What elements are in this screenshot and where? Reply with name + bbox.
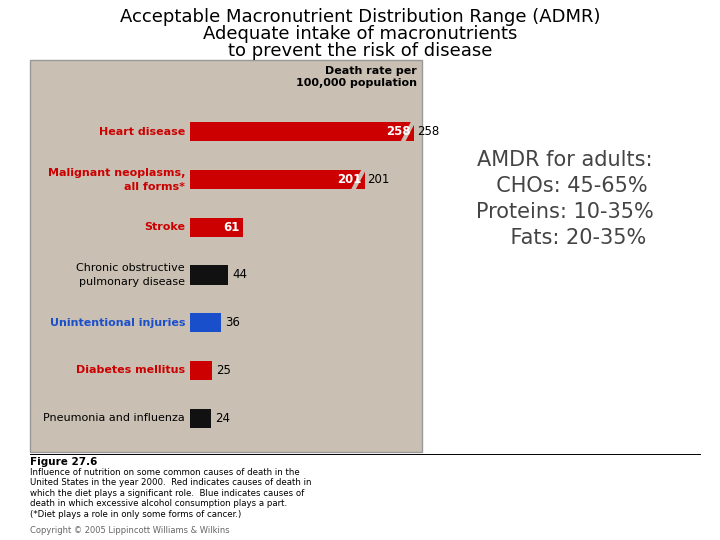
Text: 36: 36: [225, 316, 240, 329]
Text: Heart disease: Heart disease: [99, 127, 185, 137]
Text: pulmonary disease: pulmonary disease: [79, 277, 185, 287]
Bar: [30, 60, 422, 452]
Text: Stroke: Stroke: [144, 222, 185, 232]
Text: 25: 25: [216, 364, 230, 377]
Text: 258: 258: [387, 125, 411, 138]
Text: 258: 258: [417, 125, 439, 138]
Bar: [190, 123, 414, 141]
Text: 201: 201: [337, 173, 361, 186]
Bar: [190, 218, 243, 237]
Bar: [190, 170, 364, 189]
Text: Diabetes mellitus: Diabetes mellitus: [76, 366, 185, 375]
Text: Malignant neoplasms,: Malignant neoplasms,: [48, 167, 185, 178]
Text: Figure 27.6: Figure 27.6: [30, 457, 97, 467]
Text: Influence of nutrition on some common causes of death in the
United States in th: Influence of nutrition on some common ca…: [30, 468, 312, 518]
Bar: [190, 266, 228, 285]
Text: all forms*: all forms*: [124, 181, 185, 192]
Text: Chronic obstructive: Chronic obstructive: [76, 263, 185, 273]
Text: CHOs: 45-65%: CHOs: 45-65%: [482, 176, 647, 196]
Text: 24: 24: [215, 411, 230, 424]
Text: Fats: 20-35%: Fats: 20-35%: [484, 228, 646, 248]
Bar: [190, 361, 212, 380]
Text: AMDR for adults:: AMDR for adults:: [477, 150, 653, 170]
Text: Acceptable Macronutrient Distribution Range (ADMR): Acceptable Macronutrient Distribution Ra…: [120, 8, 600, 26]
Text: to prevent the risk of disease: to prevent the risk of disease: [228, 42, 492, 60]
Text: 61: 61: [224, 221, 240, 234]
Bar: [190, 409, 211, 428]
Text: Death rate per
100,000 population: Death rate per 100,000 population: [296, 66, 417, 87]
Text: Adequate intake of macronutrients: Adequate intake of macronutrients: [203, 25, 517, 43]
Text: Unintentional injuries: Unintentional injuries: [50, 318, 185, 328]
Text: Pneumonia and influenza: Pneumonia and influenza: [43, 413, 185, 423]
Text: Copyright © 2005 Lippincott Williams & Wilkins: Copyright © 2005 Lippincott Williams & W…: [30, 526, 230, 535]
Text: Proteins: 10-35%: Proteins: 10-35%: [476, 202, 654, 222]
Bar: [190, 313, 221, 332]
Text: 201: 201: [367, 173, 390, 186]
Text: 44: 44: [233, 268, 247, 281]
